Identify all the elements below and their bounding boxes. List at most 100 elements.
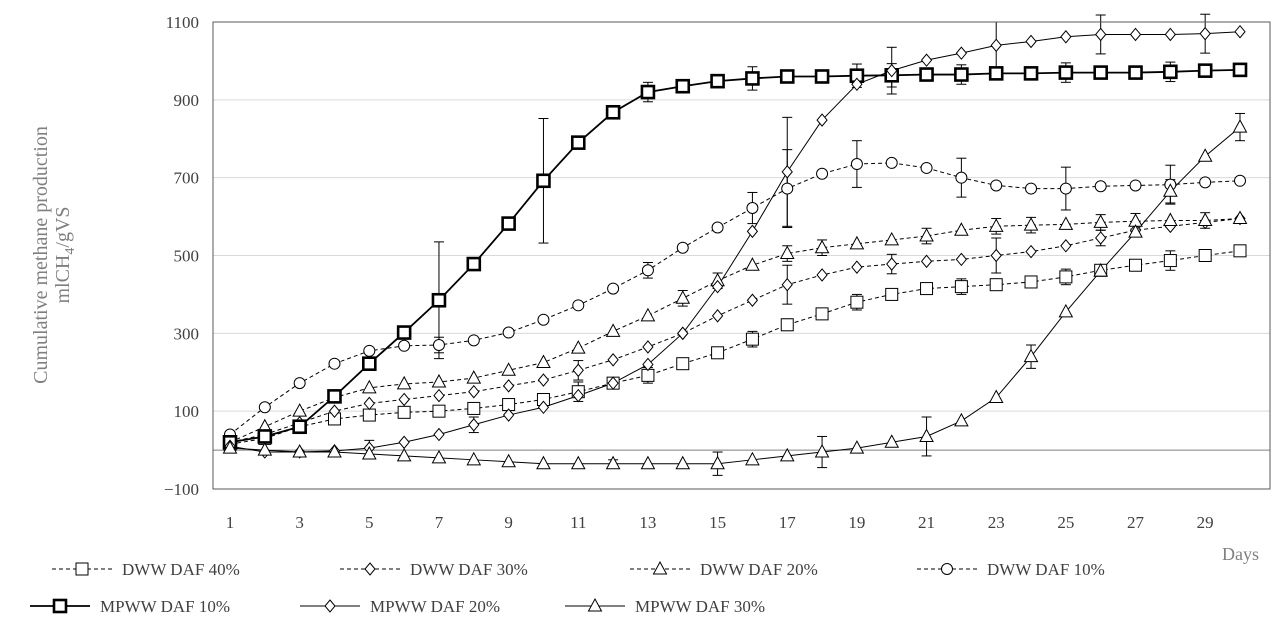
data-point (1023, 66, 1039, 81)
data-point (398, 392, 410, 407)
plot-frame (212, 21, 1271, 490)
data-point (1095, 231, 1107, 245)
data-point (432, 339, 445, 352)
data-point (432, 404, 446, 418)
data-point (1164, 27, 1176, 42)
data-point (884, 434, 900, 448)
data-point (781, 277, 793, 292)
data-point (1163, 64, 1178, 80)
data-point (1025, 244, 1037, 259)
grid-layer (213, 99, 1270, 451)
data-point (607, 282, 620, 295)
legend-item: MPWW DAF 10% (30, 597, 230, 616)
legend-label: DWW DAF 10% (987, 560, 1105, 579)
data-point (361, 379, 377, 394)
data-point (1095, 27, 1107, 42)
data-point (501, 362, 516, 376)
data-point (814, 69, 830, 84)
data-point (257, 429, 273, 444)
data-point (1128, 65, 1143, 80)
x-tick-label: 5 (365, 513, 374, 532)
data-point (816, 113, 828, 127)
x-tick-label: 9 (504, 513, 513, 532)
data-point (642, 340, 654, 354)
data-point (327, 389, 342, 404)
data-point (362, 408, 376, 422)
data-point (746, 202, 759, 215)
data-point (1059, 182, 1072, 195)
data-point (537, 400, 550, 415)
data-point (955, 171, 968, 184)
x-tick-label: 7 (435, 513, 444, 532)
data-point (572, 388, 584, 403)
data-point (466, 370, 482, 384)
data-point (676, 241, 689, 254)
data-point (920, 282, 934, 296)
legend-marker (75, 562, 89, 576)
x-tick-label: 21 (918, 513, 935, 532)
data-point (815, 307, 829, 321)
data-point (675, 290, 691, 304)
data-point (711, 346, 725, 360)
y-axis-title-line2: mlCH4/gVS (52, 206, 78, 303)
data-point (572, 363, 584, 378)
data-point (988, 218, 1004, 232)
data-point (988, 66, 1004, 81)
data-point (954, 67, 969, 82)
y-axis-unit-part2: /gVS (52, 206, 74, 247)
data-point (711, 309, 724, 323)
y-tick-label: −100 (164, 480, 199, 499)
data-point (431, 292, 447, 308)
markers-layer (222, 24, 1248, 470)
data-point (884, 231, 900, 246)
data-point (502, 326, 515, 339)
data-point (745, 332, 759, 346)
data-point (1232, 210, 1248, 225)
legend-marker (652, 560, 668, 575)
legend-label: MPWW DAF 20% (370, 597, 500, 616)
legend-marker (587, 597, 603, 612)
data-point (745, 451, 760, 466)
data-point (327, 443, 342, 458)
data-point (1197, 148, 1213, 162)
data-point (779, 69, 795, 84)
series-line-5 (229, 31, 1241, 453)
legend-label: DWW DAF 40% (122, 560, 240, 579)
y-tick-label: 100 (174, 402, 200, 421)
data-point (292, 443, 307, 458)
y-tick-label: 300 (174, 324, 200, 343)
y-axis-title: Cumulative methane production mlCH4/gVS (30, 126, 78, 384)
data-point (779, 245, 795, 260)
series-line-1 (229, 218, 1241, 443)
data-point (641, 264, 654, 277)
data-point (919, 428, 934, 442)
data-point (675, 78, 691, 94)
y-axis-unit-part1: mlCH (52, 255, 74, 304)
data-point (849, 440, 865, 454)
data-point (1093, 65, 1108, 80)
data-point (292, 403, 307, 417)
data-point (607, 376, 619, 390)
data-point (396, 447, 412, 462)
data-point (433, 388, 445, 403)
data-point (1025, 34, 1037, 49)
data-point (989, 278, 1003, 292)
data-point (885, 156, 898, 169)
series-lines-layer (229, 31, 1241, 465)
data-point (398, 435, 410, 450)
data-point (814, 443, 830, 458)
data-point (640, 455, 656, 470)
data-point (816, 167, 829, 180)
data-point (990, 179, 1003, 192)
data-point (502, 379, 515, 393)
legend-item: DWW DAF 30% (340, 560, 528, 579)
data-point (919, 227, 934, 242)
data-point (920, 53, 933, 67)
y-tick-label: 500 (174, 247, 200, 266)
data-point (1093, 214, 1109, 228)
data-point (920, 161, 933, 174)
data-point (1232, 62, 1248, 78)
data-point (537, 313, 550, 326)
